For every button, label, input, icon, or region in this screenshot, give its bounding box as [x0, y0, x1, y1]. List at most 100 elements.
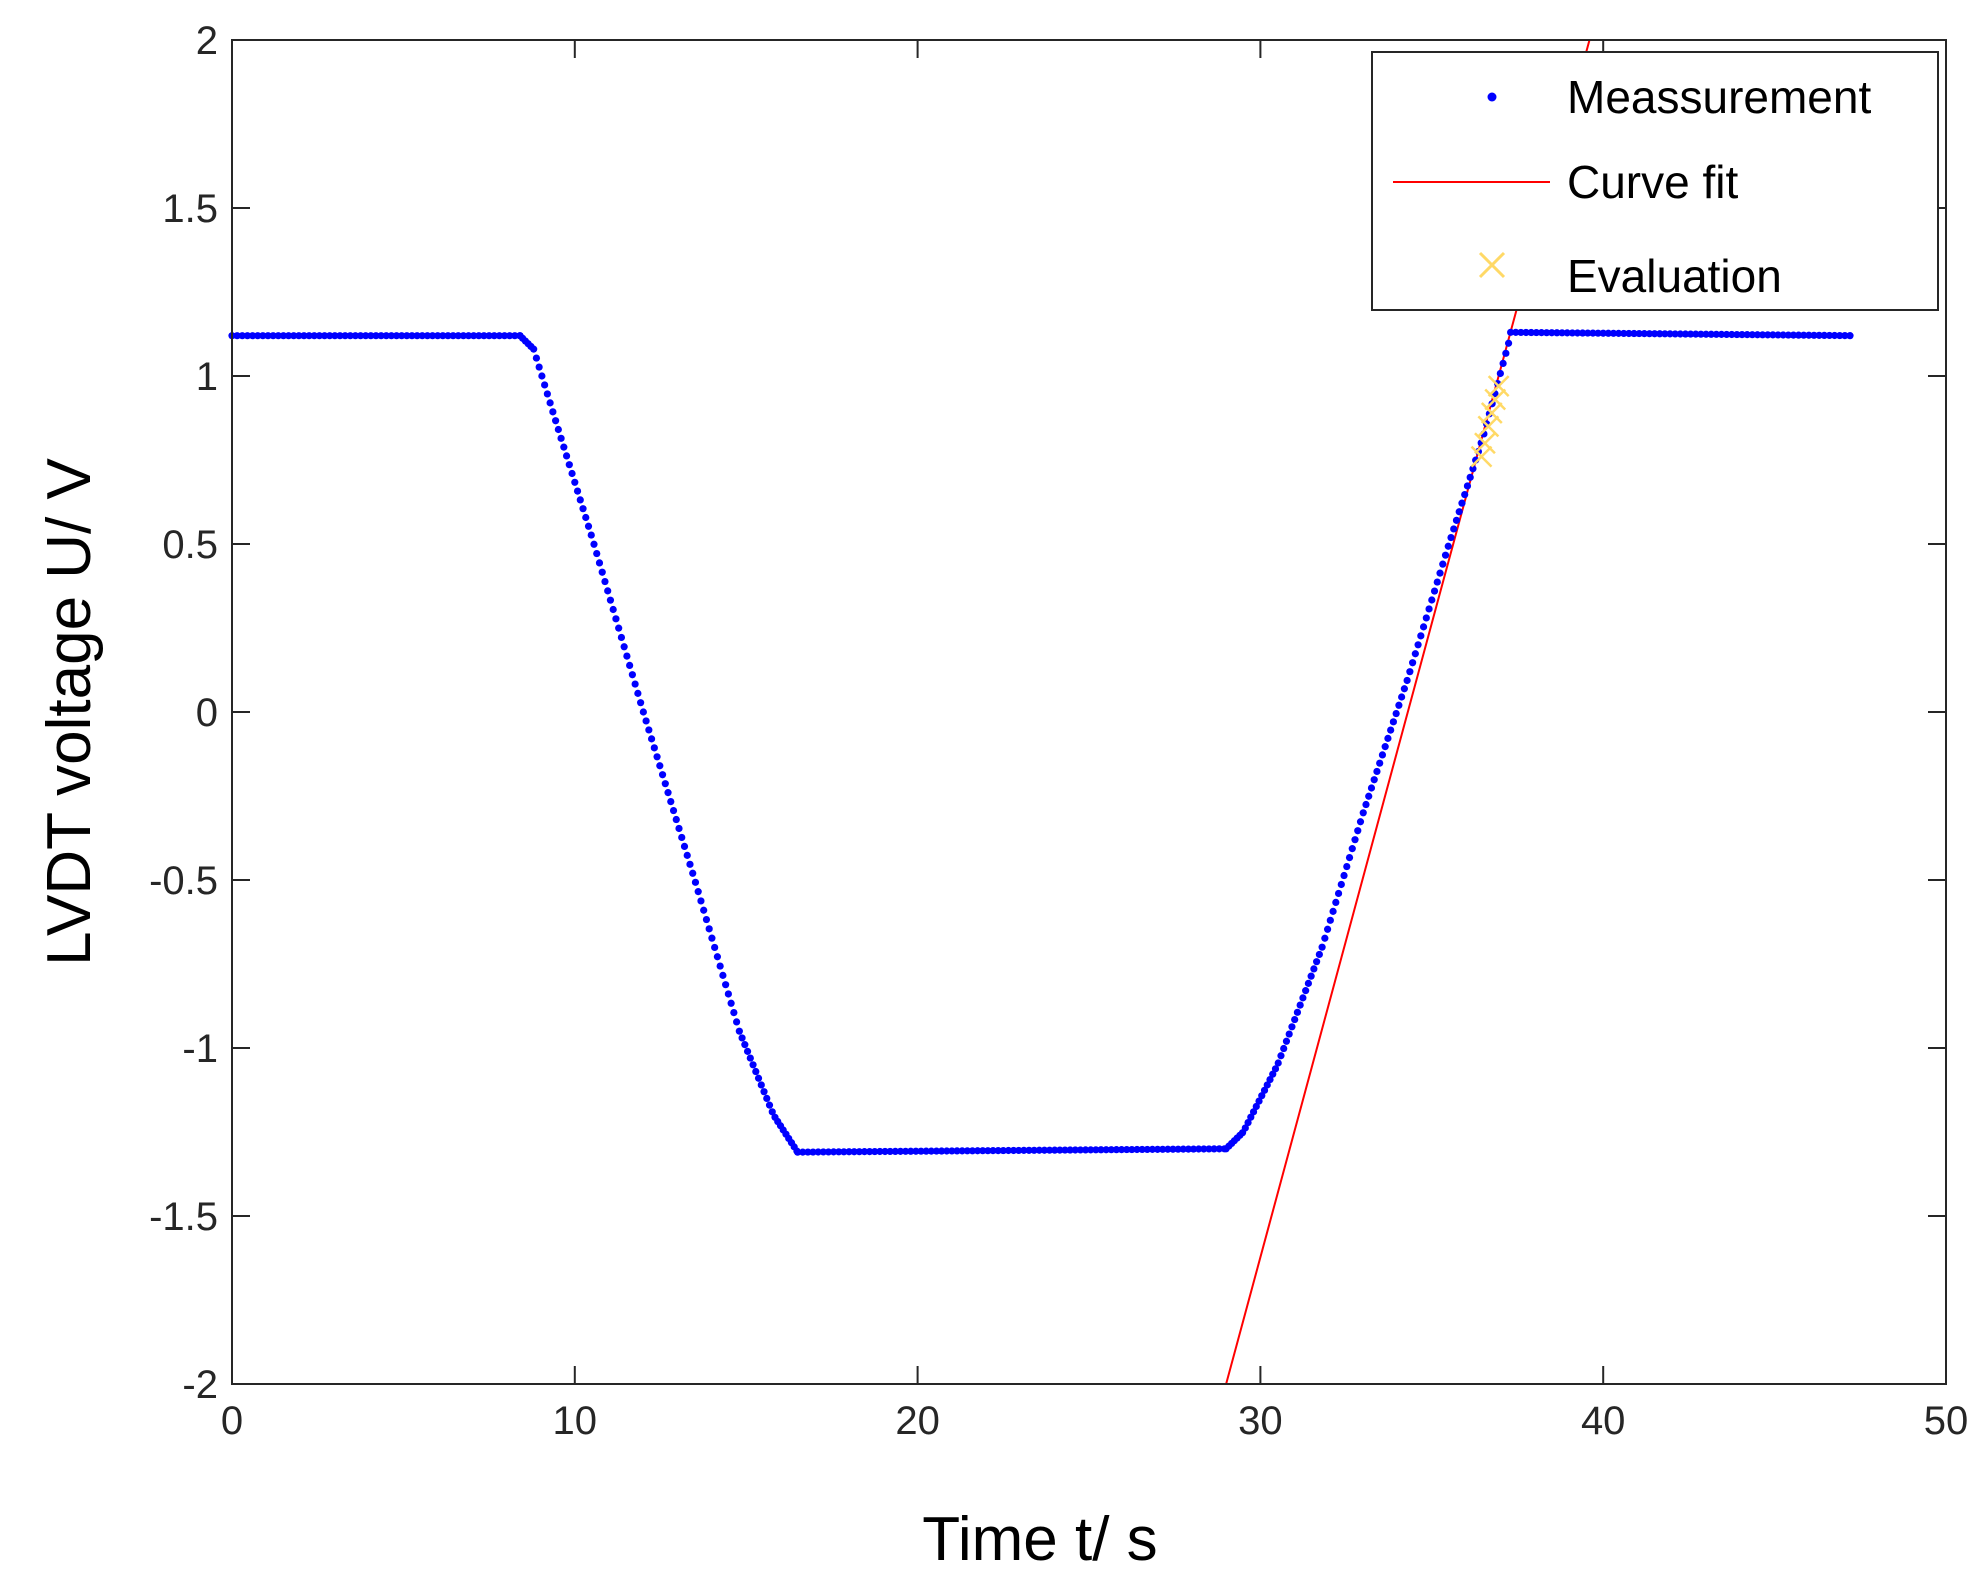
measurement-point — [392, 332, 401, 340]
measurement-point — [1359, 809, 1367, 817]
measurement-point — [1625, 329, 1633, 338]
measurement-point — [1452, 516, 1461, 524]
measurement-point — [973, 1147, 982, 1155]
measurement-point — [814, 1148, 822, 1156]
measurement-point — [372, 332, 380, 340]
measurement-point — [1794, 331, 1803, 339]
measurement-point — [1433, 578, 1441, 586]
measurement-point — [1651, 330, 1659, 338]
measurement-point — [672, 815, 680, 824]
measurement-point — [1255, 1097, 1263, 1105]
measurement-point — [1112, 1146, 1121, 1154]
measurement-point — [845, 1148, 853, 1156]
measurement-point — [284, 332, 293, 340]
measurement-point — [830, 1148, 838, 1156]
measurement-point — [1738, 330, 1746, 339]
measurement-point — [387, 332, 396, 340]
measurement-point — [254, 332, 262, 340]
measurement-point — [634, 689, 642, 697]
measurement-point — [367, 332, 375, 340]
measurement-point — [449, 332, 457, 340]
measurement-point — [320, 332, 329, 340]
measurement-point — [1392, 709, 1400, 718]
measurement-point — [1020, 1146, 1028, 1154]
measurement-point — [1743, 331, 1751, 339]
measurement-point — [1299, 994, 1307, 1002]
measurement-point — [724, 990, 732, 998]
measurement-point — [403, 332, 411, 340]
measurement-point — [1051, 1146, 1059, 1154]
measurement-point — [1285, 1030, 1293, 1038]
measurement-point — [1252, 1102, 1260, 1111]
measurement-point — [678, 833, 686, 842]
measurement-point — [768, 1108, 776, 1116]
y-tick-label: 1 — [196, 355, 218, 399]
measurement-point — [1071, 1146, 1079, 1154]
measurement-point — [598, 568, 606, 576]
measurement-point — [1398, 693, 1406, 701]
measurement-point — [1087, 1146, 1095, 1154]
measurement-point — [1419, 623, 1428, 631]
measurement-point — [593, 549, 601, 558]
measurement-point — [683, 851, 691, 859]
measurement-point — [989, 1147, 997, 1155]
measurement-point — [917, 1147, 925, 1155]
measurement-point — [248, 332, 257, 340]
measurement-point — [1411, 650, 1419, 658]
evaluation-point — [1470, 445, 1493, 468]
measurement-point — [1450, 525, 1458, 533]
measurement-point — [1425, 605, 1433, 613]
measurement-point — [1507, 328, 1515, 336]
measurement-point — [922, 1147, 930, 1155]
measurement-point — [1351, 836, 1359, 844]
measurement-point — [680, 842, 689, 851]
measurement-point — [1430, 587, 1439, 595]
x-tick-label: 20 — [895, 1399, 940, 1443]
measurement-point — [1620, 329, 1628, 338]
measurement-point — [1035, 1146, 1043, 1154]
x-tick-label: 30 — [1238, 1399, 1283, 1443]
evaluation-point — [1484, 388, 1507, 411]
measurement-point — [1517, 328, 1525, 337]
measurement-point — [1315, 950, 1323, 959]
measurement-point — [1466, 473, 1474, 481]
measurement-point — [1615, 329, 1623, 337]
measurement-point — [963, 1147, 971, 1155]
measurement-point — [1045, 1146, 1054, 1154]
measurement-point — [351, 332, 360, 340]
measurement-point — [1258, 1092, 1266, 1100]
measurement-point — [1215, 1145, 1223, 1153]
measurement-point — [1414, 641, 1422, 649]
measurement-point — [1400, 685, 1408, 693]
measurement-point — [1553, 329, 1561, 337]
measurement-point — [855, 1148, 863, 1156]
measurement-point — [1291, 1015, 1299, 1024]
measurement-point — [579, 505, 587, 513]
measurement-point — [713, 953, 722, 961]
measurement-point — [1025, 1146, 1033, 1154]
measurement-point — [560, 443, 568, 451]
measurement-point — [1568, 329, 1576, 337]
measurement-point — [1321, 934, 1329, 942]
measurement-point — [1056, 1146, 1064, 1154]
legend-label-evaluation: Evaluation — [1567, 250, 1782, 302]
measurement-point — [1463, 482, 1472, 490]
legend-marker-meassurement — [1487, 92, 1497, 102]
x-tick-label: 0 — [221, 1399, 243, 1443]
measurement-point — [1815, 331, 1823, 339]
measurement-point — [1584, 329, 1592, 337]
measurement-point — [434, 332, 442, 340]
measurement-point — [1594, 329, 1602, 337]
measurement-point — [819, 1148, 827, 1156]
measurement-point — [1340, 871, 1348, 880]
measurement-point — [1789, 331, 1798, 339]
measurement-point — [1409, 659, 1417, 667]
measurement-point — [824, 1148, 833, 1156]
measurement-point — [1313, 958, 1321, 966]
measurement-point — [233, 332, 241, 340]
measurement-point — [243, 332, 252, 340]
measurement-point — [835, 1148, 843, 1156]
measurement-point — [804, 1148, 812, 1156]
measurement-point — [1455, 508, 1463, 516]
measurement-point — [1373, 767, 1381, 776]
